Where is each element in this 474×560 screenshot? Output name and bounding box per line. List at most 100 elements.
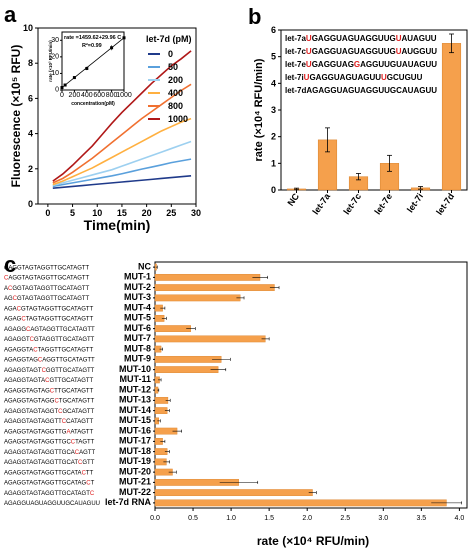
panel-a-series-line-50 <box>52 158 192 188</box>
panel-b-sequence-name: let-7c <box>285 47 306 56</box>
panel-c-category-label: MUT-22 <box>119 487 151 497</box>
panel-b-sequence-name: let-7a <box>285 34 306 43</box>
panel-a-inset-x-tick-label: 800 <box>106 92 118 99</box>
panel-a-inset-x-label: concentration(pM) <box>71 101 115 107</box>
panel-b-sequence-let-7a: let-7aUGAGGUAGUAGGUUGUAUAGUU <box>285 34 437 43</box>
panel-b-sequence-mismatch: U <box>396 47 402 56</box>
panel-a-series-line-1000 <box>52 50 192 182</box>
panel-c-sequence-segment: AGAGGTAGTAGGTTGCATAG <box>4 481 87 487</box>
panel-b-x-tick-label: NC <box>285 191 301 208</box>
panel-c-sequence: AGAGGTAGTAGGTTGCATCGTT <box>4 460 95 466</box>
panel-c-sequence-segment: GGTTGCATAGTT <box>46 368 95 374</box>
panel-c-sequence-segment: AGGTTGCATAGTT <box>42 358 95 364</box>
panel-c-sequence-segment: GTAGTAGGTTGCATAGTT <box>21 306 94 312</box>
panel-c-hbar-chart: NCCAGGTAGTAGGTTGCATAGTTMUT-1CAGGTAGTAGGT… <box>4 261 468 548</box>
panel-c-sequence-segment: AGA <box>4 306 17 312</box>
panel-a-inset-r2: R²=0.99 <box>82 42 102 49</box>
panel-c-sequence-segment: ATAGTT <box>70 429 93 435</box>
panel-c-sequence: ACGGTAGTAGGTTGCATAGTT <box>4 286 90 292</box>
panel-c-sequence-segment: TAGTAGGTTGCATAGTT <box>26 317 94 323</box>
panel-c-plot-frame <box>154 261 468 509</box>
panel-b-bar-chart: let-7aUGAGGUAGUAGGUUGUAUAGUUlet-7cUGAGGU… <box>253 25 468 217</box>
panel-a-inset-x-tick-label: 1000 <box>116 92 132 99</box>
panel-c-sequence: AGAGGTAGTAGGTTGCACAGTT <box>4 450 95 456</box>
panel-c-sequence-segment: AGAGGTAGTAG <box>4 388 50 394</box>
panel-c-sequence: AGAGGTAGTAGGTTGCCTAGTT <box>4 440 95 446</box>
panel-a-inset-point <box>110 46 114 50</box>
panel-c-sequence-segment: AGAGGTAGTAGGTTGCAT <box>4 460 78 466</box>
panel-c-x-tick-label: 2.5 <box>340 515 350 522</box>
panel-c-sequence-mutation: C <box>26 327 31 333</box>
panel-a-series-line-0 <box>52 175 192 189</box>
panel-a-x-tick-label: 0 <box>45 208 50 218</box>
panel-b-sequence-let-7c: let-7cUGAGGUAGUAGGUUGUAUGGUU <box>285 47 437 56</box>
panel-b-y-tick-label: 4 <box>271 78 276 88</box>
panel-a-inset-y-tick-label: 0 <box>55 87 59 94</box>
panel-a-inset-x-tick-label: 200 <box>69 92 81 99</box>
panel-c-sequence-mutation: C <box>33 347 38 353</box>
panel-a-legend-label-1000: 1000 <box>168 114 188 124</box>
panel-c-sequence: AGAGGTAGTAGGTTGCATAGTC <box>4 491 95 497</box>
panel-a-inset-y-label: rate (×10³ RFU/min) <box>48 40 53 82</box>
panel-c-category-label: MUT-6 <box>124 323 151 333</box>
panel-c-sequence-segment: GTAGGTTGCATAGTT <box>34 337 95 343</box>
panel-c-sequence: AGACGTAGTAGGTTGCATAGTT <box>4 306 94 312</box>
panel-b-sequence-segment: GAGGUAGUAGGUUG <box>312 34 396 43</box>
panel-c-sequence-segment: TAGGTTGCATAGTT <box>38 347 94 353</box>
panel-c-x-tick-label: 3.5 <box>416 515 426 522</box>
panel-c-category-label: MUT-14 <box>119 405 151 415</box>
panel-c-sequence-segment: CAGGTAGTAGGTTGCATAGTT <box>4 265 90 271</box>
panel-a-x-tick-label: 20 <box>142 208 152 218</box>
panel-c-category-label: MUT-12 <box>119 384 151 394</box>
panel-b-sequence-name: let-7d <box>285 86 306 95</box>
panel-c-sequence-segment: AGAGGTAG <box>4 358 38 364</box>
panel-c-bar-MUT-6 <box>154 325 191 333</box>
panel-c-sequence-mutation: C <box>78 460 83 466</box>
panel-c-category-label: MUT-13 <box>119 395 151 405</box>
panel-a-inset-point <box>72 76 76 80</box>
panel-c-sequence-segment: AGAGGTA <box>4 347 33 353</box>
panel-c-sequence-segment: AGAGGTAGTAGGTTGCA <box>4 450 75 456</box>
panel-a-inset-equation: rate =1459.62+29.96 C <box>64 35 121 41</box>
panel-a-inset-point <box>122 36 126 40</box>
panel-c-bar-let-7d RNA <box>154 499 447 507</box>
panel-c-bar-MUT-1 <box>154 273 261 281</box>
panel-c-sequence: AGAGGTAGTAGGTTCCATAGTT <box>4 419 94 425</box>
panel-a-legend-label-200: 200 <box>168 75 183 85</box>
panel-c-sequence-segment: CATAGTT <box>66 419 93 425</box>
panel-b-y-axis-label: rate (×10⁴ RFU/min) <box>253 58 265 161</box>
panel-c-sequence-segment: AG <box>4 296 13 302</box>
panel-c-sequence: AGAGGTAGTAGGTTGCATACTT <box>4 470 94 476</box>
panel-b-sequence-segment: GAGGUAGUAGUU <box>309 73 381 82</box>
panel-c-x-tick-label: 3.0 <box>378 515 388 522</box>
panel-c-x-axis-label: rate (×10⁴ RFU/min) <box>257 534 369 548</box>
panel-c-sequence: AGAGGCAGTAGGTTGCATAGTT <box>4 327 95 333</box>
panel-c-sequence-segment: TT <box>86 470 94 476</box>
panel-a-legend-label-0: 0 <box>168 49 173 59</box>
panel-c-sequence-mutation: C <box>58 409 63 415</box>
panel-c-sequence: AGAGGTAGTAGGTCGCATAGTT <box>4 409 95 415</box>
panel-c-x-tick-label: 1.0 <box>226 515 236 522</box>
panel-c-sequence: AGAGGTAGTAGGCTGCATAGTT <box>4 399 95 405</box>
panel-a-x-tick-label: 30 <box>191 208 201 218</box>
panel-c-sequence-segment: AGAGGTAGTAGGTTGCATA <box>4 470 82 476</box>
panel-c-sequence: AGAGGTAGTAGGTTGAATAGTT <box>4 429 94 435</box>
panel-c-sequence-segment: AGTAGGTTGCATAGTT <box>30 327 95 333</box>
panel-a-series-line-200 <box>52 140 192 187</box>
panel-a-inset-x-tick-label: 0 <box>60 92 64 99</box>
panel-c-sequence: AGAGGTAGTAGCTTGCATAGTT <box>4 388 94 394</box>
panel-c-category-label: MUT-18 <box>119 446 151 456</box>
panel-c-category-label: MUT-19 <box>119 456 151 466</box>
panel-c-sequence-segment: T <box>91 481 95 487</box>
panel-b-x-tick-label: let-7i <box>405 191 425 214</box>
panel-a-y-tick-label: 0 <box>28 199 33 209</box>
panel-c-sequence-segment: TTGCATAGTT <box>54 388 93 394</box>
panel-c-sequence: CAGGTAGTAGGTTGCATAGTT <box>4 276 90 282</box>
panel-b-sequence-segment: GAGGUAGUAGGUUG <box>312 47 396 56</box>
panel-a-inset-y-tick-label: 20 <box>51 53 59 60</box>
panel-c-bar-MUT-10 <box>154 366 219 374</box>
panel-a-y-tick-label: 10 <box>23 23 33 33</box>
panel-c-sequence-mutation: C <box>21 317 26 323</box>
panel-c-sequence-segment: GTTGCATAGTT <box>49 378 93 384</box>
panel-c-sequence-segment: GTT <box>82 460 94 466</box>
